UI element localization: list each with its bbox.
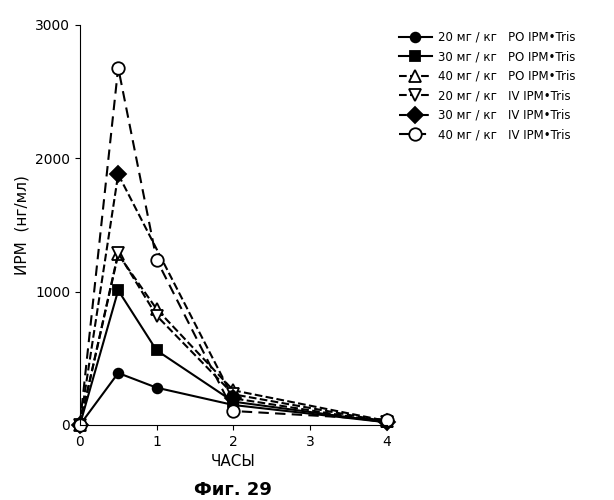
Text: Фиг. 29: Фиг. 29 [195, 481, 272, 499]
Legend: 20 мг / кг   PO IPM•Tris, 30 мг / кг   PO IPM•Tris, 40 мг / кг   PO IPM•Tris, 20: 20 мг / кг PO IPM•Tris, 30 мг / кг PO IP… [399, 31, 575, 142]
X-axis label: ЧАСЫ: ЧАСЫ [211, 454, 256, 469]
Y-axis label: ИРМ  (нг/мл): ИРМ (нг/мл) [14, 175, 29, 275]
